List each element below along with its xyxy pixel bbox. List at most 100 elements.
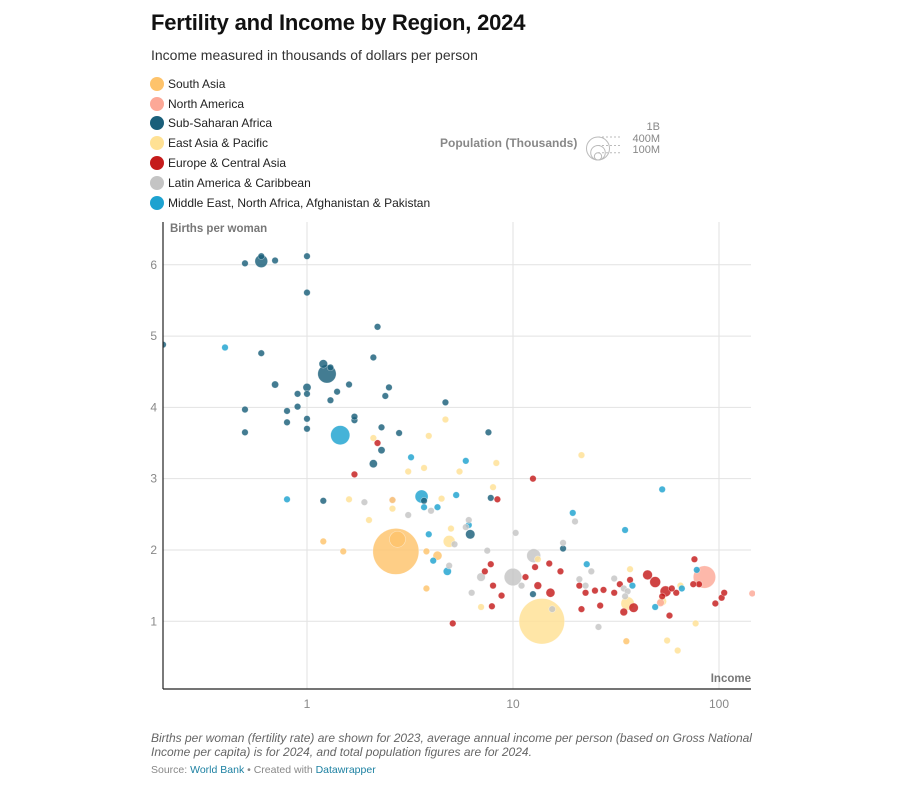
- legend-item-latin-america-caribbean[interactable]: Latin America & Caribbean: [150, 173, 430, 193]
- data-point-ssa: [420, 497, 428, 505]
- data-point-ssa: [484, 428, 493, 436]
- data-point-mena: [583, 560, 591, 568]
- data-point-eap: [388, 505, 397, 513]
- data-point-ssa: [326, 363, 335, 372]
- legend-label: Middle East, North Africa, Afghanistan &…: [168, 195, 431, 210]
- data-point-eca: [529, 475, 537, 483]
- data-point-mena: [425, 530, 433, 538]
- y-tick-label: 3: [150, 472, 157, 486]
- data-point-ssa: [319, 497, 327, 505]
- data-point-eca: [689, 580, 697, 588]
- data-point-eap: [477, 603, 485, 611]
- y-tick-label: 2: [150, 543, 157, 557]
- datawrapper-link[interactable]: Datawrapper: [315, 764, 376, 776]
- data-point-eca: [575, 582, 583, 590]
- color-legend: South Asia North America Sub-Saharan Afr…: [150, 74, 430, 213]
- data-point-ssa: [163, 341, 167, 349]
- legend-item-middle-east-north-africa[interactable]: Middle East, North Africa, Afghanistan &…: [150, 193, 430, 213]
- data-point-eca: [488, 602, 496, 610]
- data-point-ssa: [303, 390, 311, 398]
- data-point-ssa: [369, 459, 378, 469]
- data-point-lac: [594, 623, 603, 631]
- data-point-lac: [465, 516, 473, 524]
- legend-swatch-icon: [150, 96, 164, 111]
- data-point-ssa: [303, 288, 311, 297]
- data-point-eca: [533, 581, 542, 590]
- data-point-ssa: [487, 494, 495, 502]
- gridlines: [163, 222, 751, 689]
- y-tick-label: 6: [150, 258, 157, 272]
- data-point-eca: [672, 589, 680, 597]
- data-point-ssa: [350, 413, 359, 421]
- data-point-mena: [462, 457, 470, 465]
- data-point-sa: [389, 530, 406, 548]
- data-point-ssa: [303, 252, 311, 260]
- data-point-lac: [517, 582, 526, 590]
- data-point-mena: [658, 485, 666, 493]
- data-point-ssa: [377, 446, 386, 455]
- footnote: Births per woman (fertility rate) are sh…: [151, 731, 752, 759]
- size-legend: Population (Thousands) 1B 400M 100M: [440, 121, 680, 167]
- data-point-eca: [481, 567, 489, 575]
- data-point-eca: [628, 602, 639, 613]
- chart-title: Fertility and Income by Region, 2024: [151, 10, 526, 35]
- data-point-mena: [569, 509, 577, 517]
- data-point-eca: [690, 555, 699, 563]
- size-legend-title: Population (Thousands): [440, 136, 578, 150]
- data-point-ssa: [318, 359, 328, 369]
- data-point-mena: [651, 603, 659, 611]
- axes: 1 2 3 4 5 6 1 10 100 Births per woman Income: [150, 222, 751, 711]
- data-point-ssa: [293, 390, 302, 398]
- data-point-eap: [420, 464, 428, 472]
- data-point-lac: [427, 507, 435, 515]
- data-point-eca: [521, 573, 530, 581]
- data-point-lac: [360, 498, 369, 506]
- data-point-eca: [373, 439, 382, 447]
- legend-item-east-asia-pacific[interactable]: East Asia & Pacific: [150, 133, 430, 153]
- legend-item-europe-central-asia[interactable]: Europe & Central Asia: [150, 153, 430, 173]
- data-point-lac: [610, 574, 618, 583]
- data-points: [163, 252, 755, 655]
- data-point-mena: [283, 495, 291, 503]
- data-point-ssa: [377, 423, 386, 431]
- data-point-lac: [571, 517, 579, 526]
- x-axis-title: Income: [711, 673, 751, 685]
- data-point-lac: [462, 523, 470, 531]
- data-point-eca: [619, 607, 628, 617]
- legend-label: Europe & Central Asia: [168, 156, 287, 171]
- legend-item-sub-saharan-africa[interactable]: Sub-Saharan Africa: [150, 114, 430, 134]
- data-point-lac: [404, 511, 412, 519]
- y-tick-label: 1: [150, 614, 157, 628]
- data-point-lac: [476, 572, 486, 582]
- data-point-ssa: [241, 259, 249, 267]
- size-legend-label: 400M: [632, 133, 660, 145]
- legend-item-north-america[interactable]: North America: [150, 94, 430, 114]
- legend-swatch-icon: [150, 175, 164, 190]
- data-point-mena: [433, 503, 442, 511]
- data-point-eca: [487, 560, 495, 568]
- data-point-ssa: [345, 380, 353, 389]
- legend-item-south-asia[interactable]: South Asia: [150, 74, 430, 94]
- data-point-eap: [492, 459, 500, 467]
- data-point-lac: [503, 567, 523, 587]
- data-point-eca: [642, 569, 653, 581]
- data-point-eca: [350, 470, 359, 478]
- data-point-ssa: [303, 425, 311, 433]
- data-point-ssa: [369, 353, 377, 362]
- data-point-eap: [489, 483, 497, 491]
- y-tick-label: 4: [150, 400, 157, 414]
- data-point-mena: [621, 526, 629, 534]
- data-point-eap: [425, 432, 433, 440]
- legend-label: Latin America & Caribbean: [168, 175, 311, 190]
- source-link-world-bank[interactable]: World Bank: [190, 764, 245, 776]
- data-point-eap: [369, 434, 377, 442]
- data-point-sa: [319, 537, 327, 546]
- data-point-eap: [626, 565, 634, 573]
- data-point-lac: [559, 539, 567, 547]
- source-separator: • Created with: [244, 764, 316, 776]
- data-point-eap: [663, 636, 671, 645]
- data-point-eca: [556, 567, 565, 575]
- legend-swatch-icon: [150, 76, 164, 91]
- data-point-eca: [665, 611, 674, 620]
